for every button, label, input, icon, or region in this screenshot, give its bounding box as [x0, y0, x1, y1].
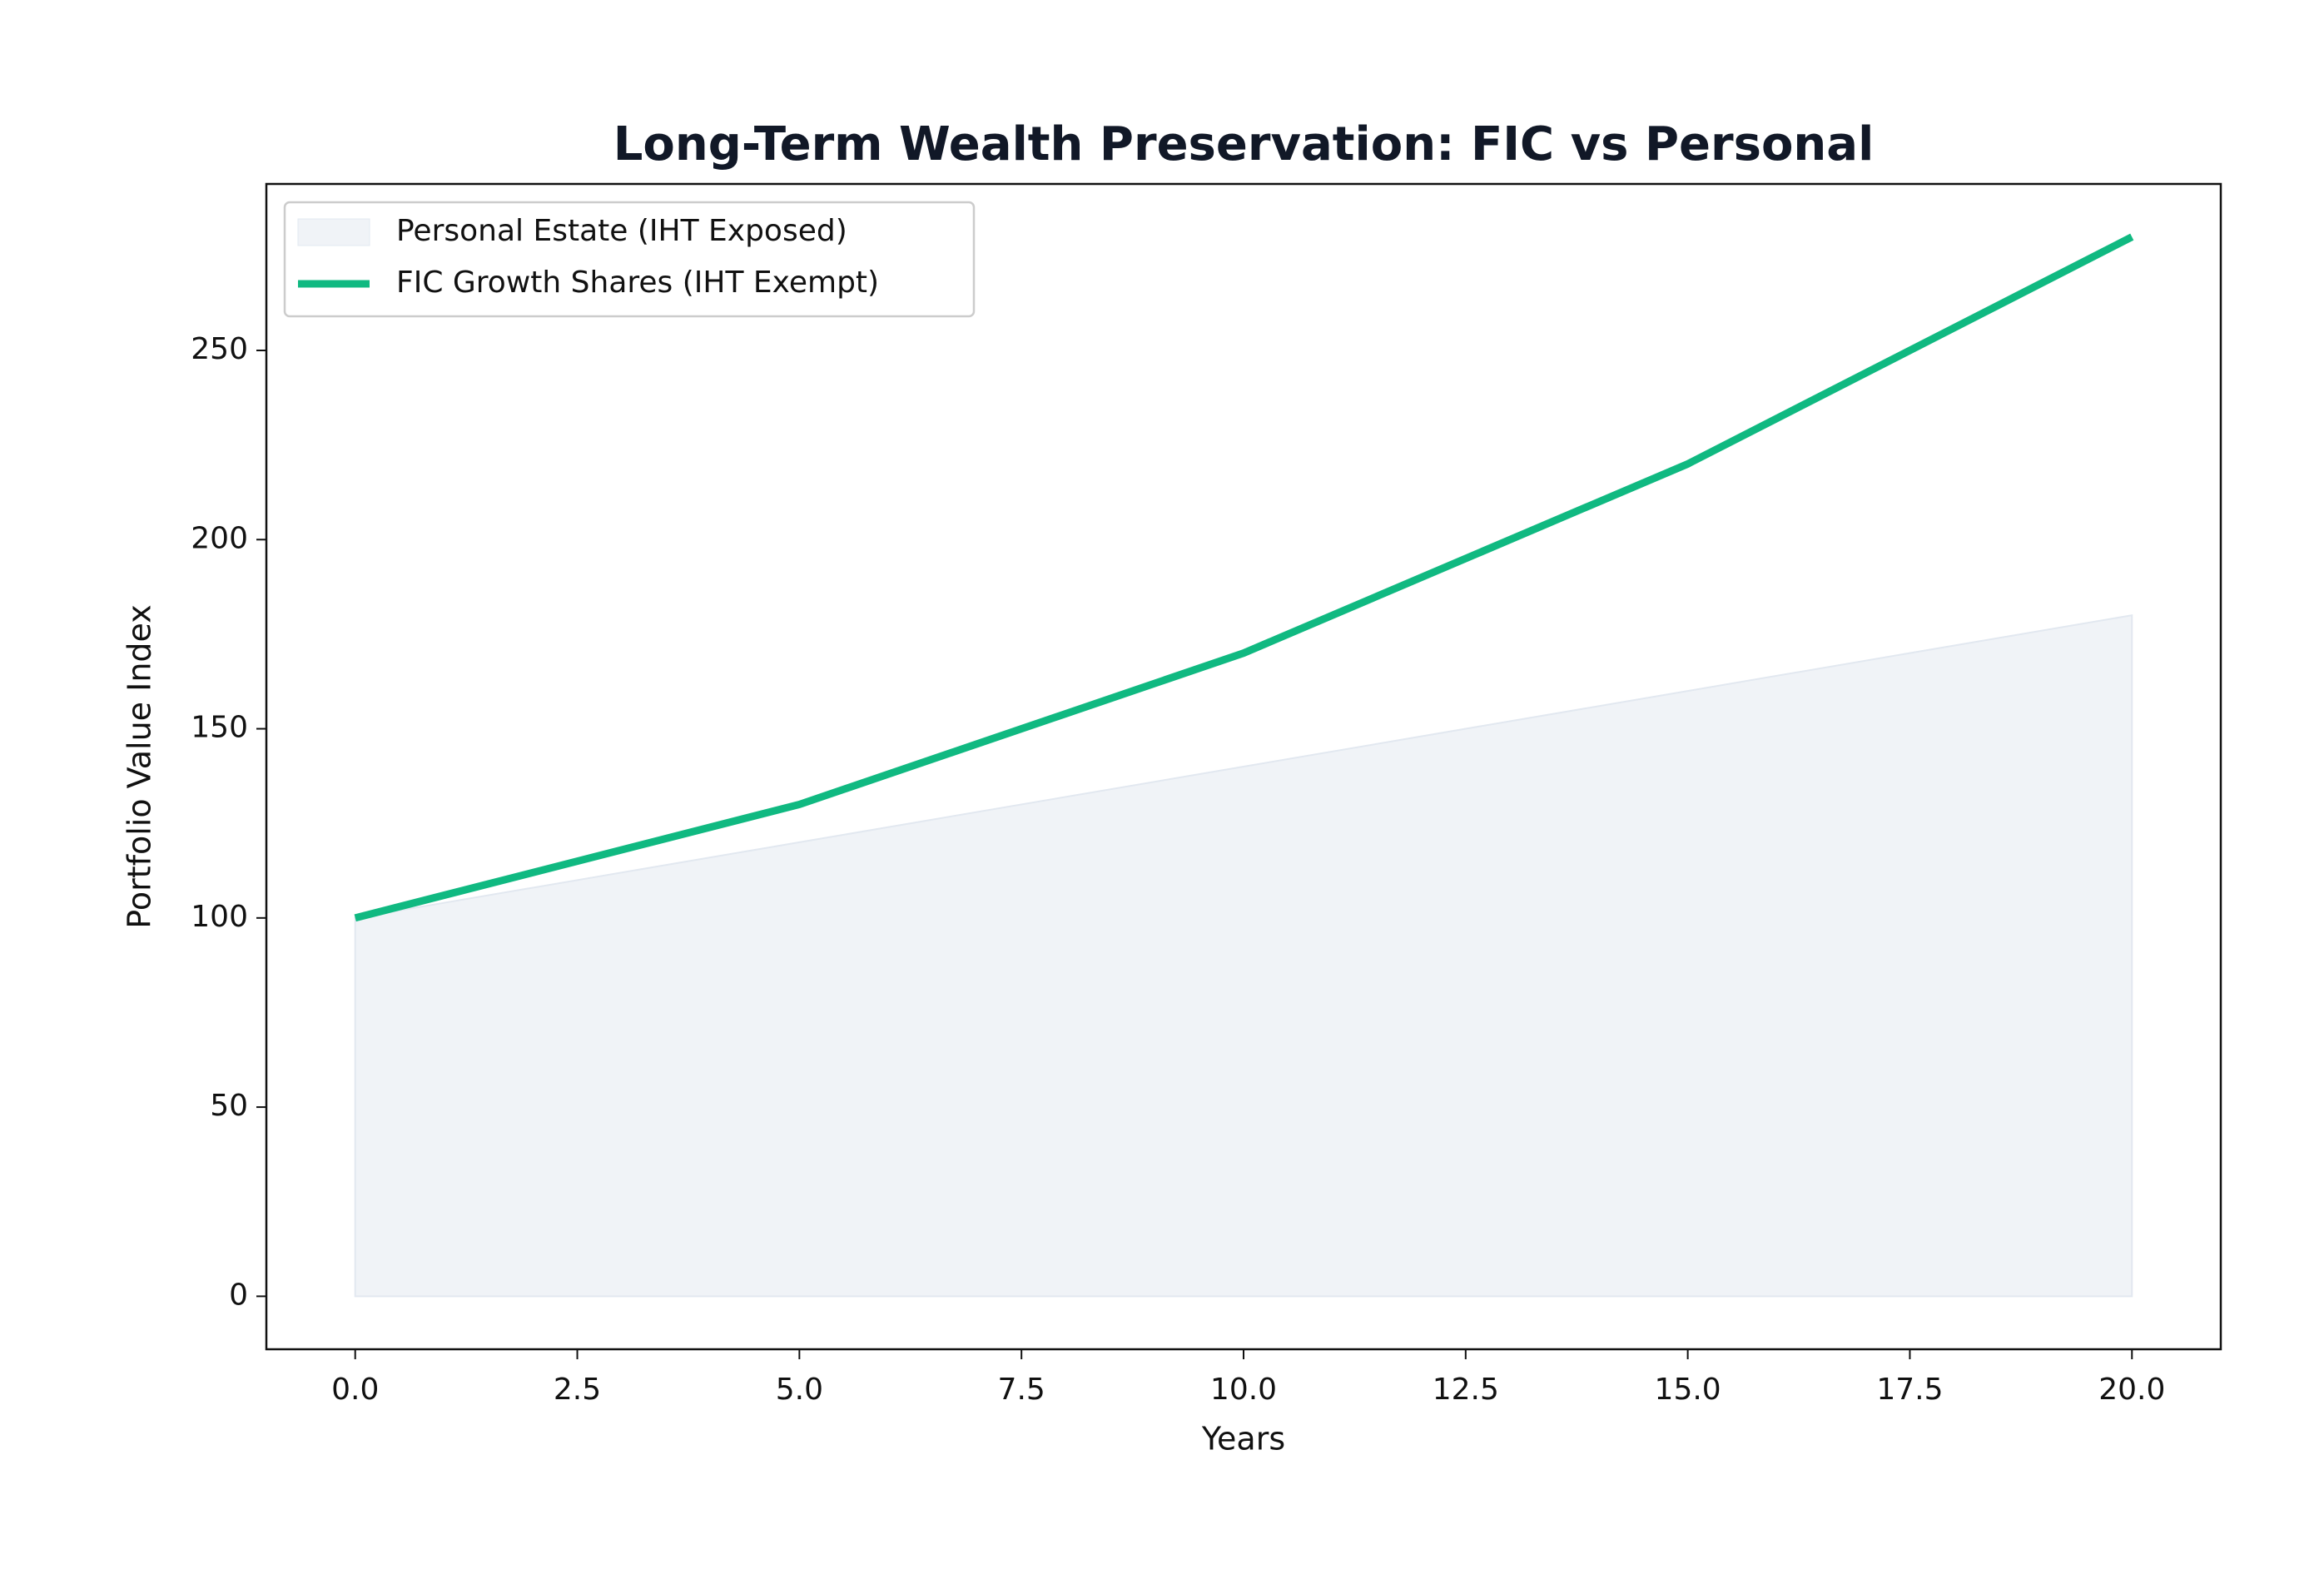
x-tick-label: 12.5 [1433, 1373, 1499, 1407]
x-tick-label: 10.0 [1210, 1373, 1277, 1407]
x-tick-label: 5.0 [776, 1373, 823, 1407]
legend-box [283, 201, 976, 318]
y-tick-label: 250 [191, 332, 248, 366]
chart-title: Long-Term Wealth Preservation: FIC vs Pe… [613, 117, 1875, 171]
y-tick-label: 0 [229, 1278, 248, 1312]
legend-label: FIC Growth Shares (IHT Exempt) [396, 266, 879, 300]
x-tick-label: 2.5 [554, 1373, 601, 1407]
plot-frame [265, 182, 2222, 1351]
x-tick-label: 20.0 [2098, 1373, 2165, 1407]
y-tick-label: 100 [191, 900, 248, 934]
y-tick-label: 150 [191, 711, 248, 745]
x-tick-label: 15.0 [1655, 1373, 1721, 1407]
x-axis-label: Years [1201, 1421, 1285, 1457]
x-tick-label: 17.5 [1876, 1373, 1943, 1407]
x-tick-label: 7.5 [998, 1373, 1045, 1407]
y-tick-label: 200 [191, 521, 248, 555]
y-axis-label: Portfolio Value Index [122, 604, 158, 928]
y-tick-label: 50 [210, 1089, 248, 1123]
legend-label: Personal Estate (IHT Exposed) [396, 214, 847, 248]
line [354, 233, 2134, 922]
x-tick-label: 0.0 [331, 1373, 379, 1407]
legend-swatch [297, 218, 370, 246]
area [354, 613, 2133, 1298]
